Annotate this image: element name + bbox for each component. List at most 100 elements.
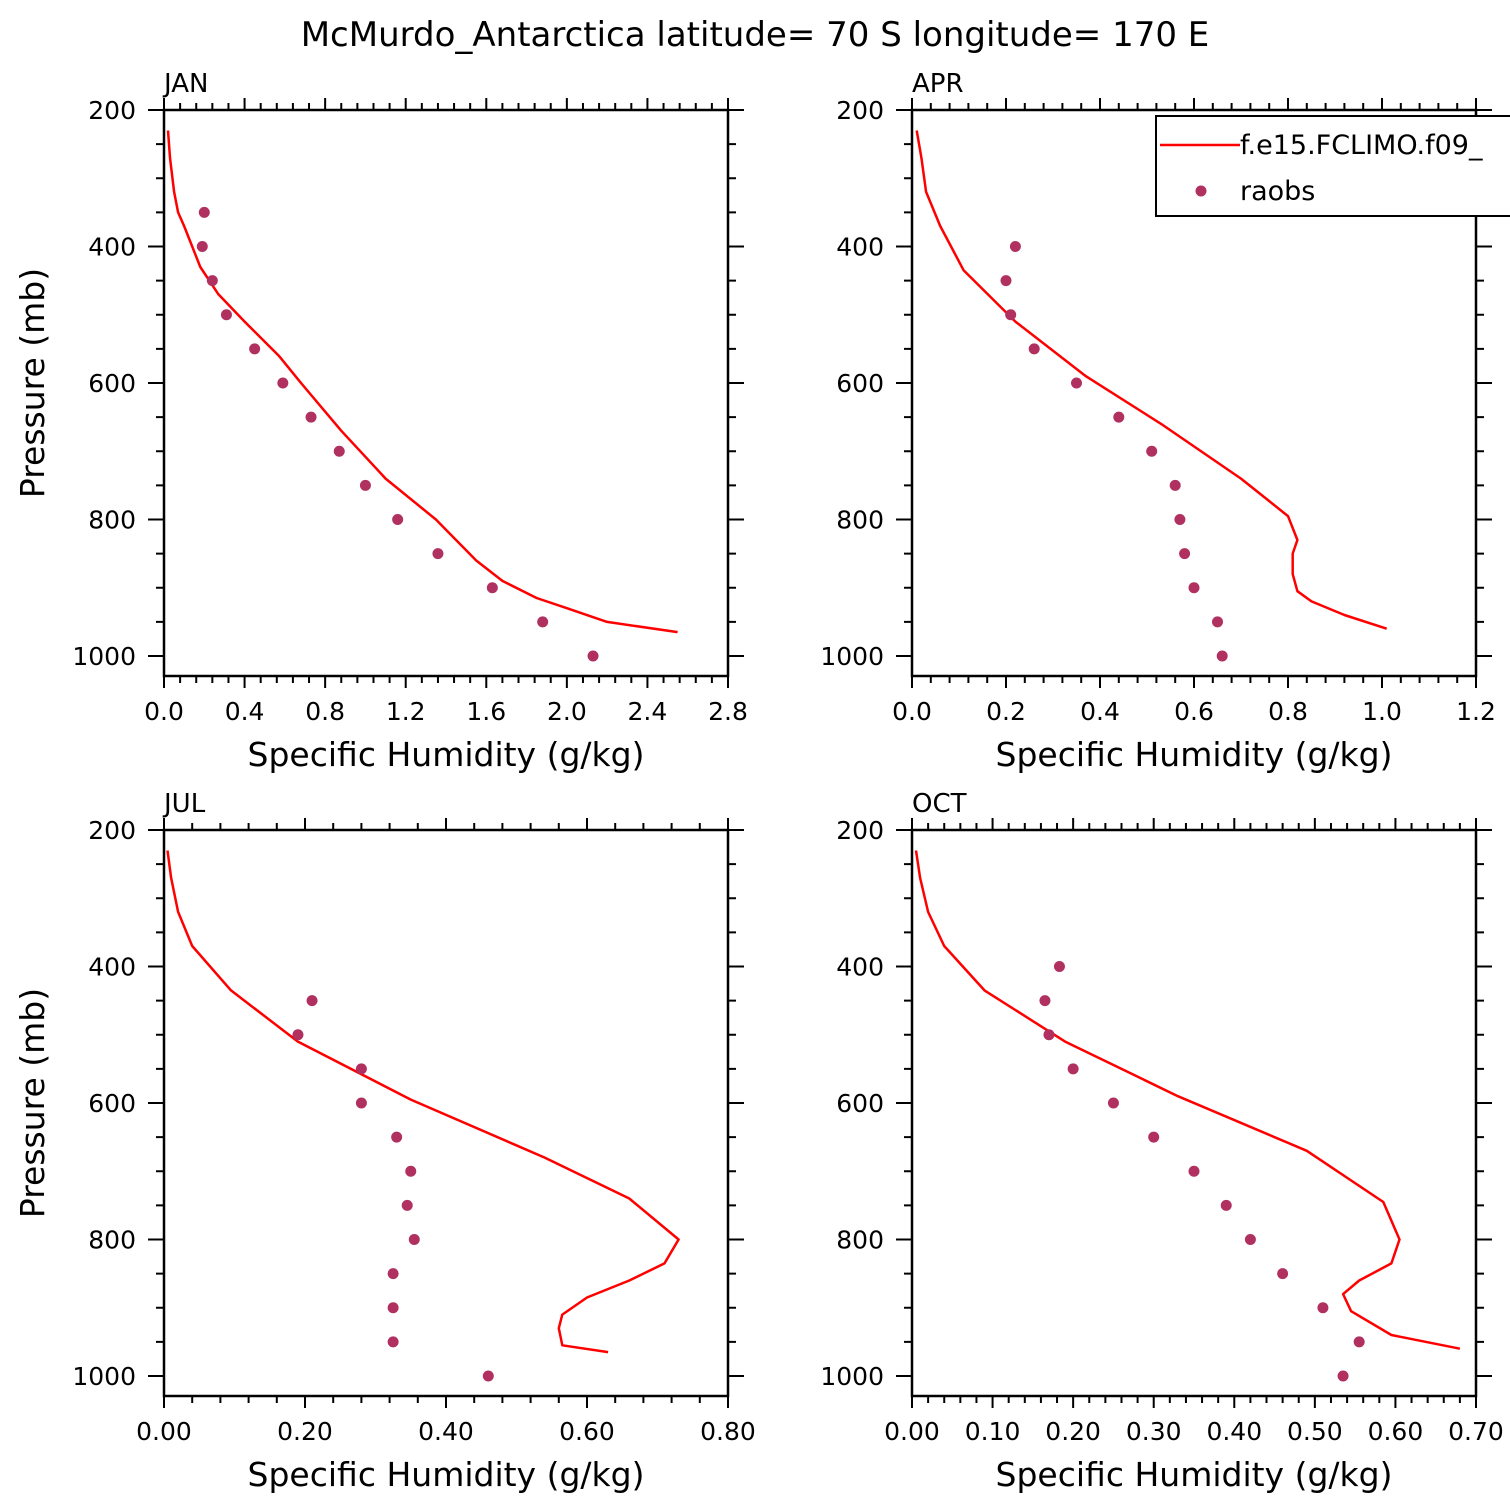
x-tick-label: 0.20	[277, 1417, 333, 1446]
raobs-point	[277, 377, 289, 389]
x-tick-label: 0.6	[1174, 697, 1214, 726]
raobs-point	[249, 343, 261, 355]
y-tick-label: 200	[836, 816, 884, 845]
raobs-point	[1169, 479, 1181, 491]
panel-jan: JAN 0.0 0.4 0.8 1.2 1.6 2.0 2.4 2.8 200 400 600 800 1…	[13, 69, 748, 774]
x-tick-label: 0.20	[1045, 1417, 1101, 1446]
raobs-point	[1179, 548, 1191, 560]
raobs-point	[198, 206, 210, 218]
panel-title: JAN	[162, 69, 208, 99]
panel-apr: APR 0.0 0.2 0.4 0.6 0.8 1.0 1.2 200 400 600 800 1000…	[820, 69, 1510, 774]
y-tick-label: 400	[88, 233, 136, 262]
x-tick-label: 0.0	[892, 697, 932, 726]
raobs-point	[1188, 582, 1200, 594]
x-tick-label: 0.40	[418, 1417, 474, 1446]
model-profile-line	[166, 850, 680, 1354]
raobs-point	[432, 548, 444, 560]
raobs-point	[1337, 1370, 1349, 1382]
y-tick-label: 800	[836, 506, 884, 535]
y-axis-label: Pressure (mb)	[13, 988, 52, 1218]
y-tick-label: 600	[88, 1089, 136, 1118]
raobs-point	[355, 1063, 367, 1075]
raobs-point	[401, 1199, 413, 1211]
raobs-point	[359, 479, 371, 491]
model-profile-line	[915, 130, 1388, 630]
plot-frame	[162, 828, 730, 1398]
data-layer	[166, 850, 680, 1382]
x-axis-label: Specific Humidity (g/kg)	[996, 735, 1393, 774]
raobs-point	[1005, 309, 1017, 321]
x-tick-label: 2.0	[547, 697, 587, 726]
x-tick-label: 0.60	[559, 1417, 615, 1446]
x-tick-label: 0.2	[986, 697, 1026, 726]
y-tick-label: 1000	[72, 642, 136, 671]
raobs-point	[482, 1370, 494, 1382]
raobs-point	[1039, 995, 1051, 1007]
y-tick-label: 1000	[820, 1362, 884, 1391]
y-tick-label: 600	[836, 1089, 884, 1118]
y-tick-label: 1000	[820, 642, 884, 671]
x-tick-label: 0.10	[965, 1417, 1021, 1446]
y-tick-label: 400	[88, 953, 136, 982]
legend: f.e15.FCLIMO.f09_raobs	[1155, 115, 1510, 217]
x-tick-label: 1.0	[1362, 697, 1402, 726]
raobs-point	[408, 1234, 420, 1245]
x-tick-label: 0.8	[1268, 697, 1308, 726]
y-tick-label: 600	[836, 369, 884, 398]
panel-title: JUL	[162, 789, 206, 819]
raobs-point	[206, 275, 218, 287]
x-tick-label: 0.70	[1448, 1417, 1504, 1446]
raobs-point	[1244, 1234, 1256, 1245]
panel-title: OCT	[912, 789, 967, 819]
y-tick-label: 800	[88, 1226, 136, 1255]
raobs-point	[405, 1165, 417, 1177]
raobs-point	[1067, 1063, 1079, 1075]
y-tick-label: 1000	[72, 1362, 136, 1391]
x-axis-label: Specific Humidity (g/kg)	[248, 1455, 645, 1494]
raobs-point	[1317, 1302, 1329, 1314]
raobs-point	[1009, 241, 1021, 252]
x-tick-label: 0.60	[1368, 1417, 1424, 1446]
raobs-point	[486, 582, 498, 594]
raobs-point	[391, 1131, 403, 1143]
raobs-point	[1220, 1199, 1232, 1211]
model-profile-line	[914, 850, 1461, 1350]
raobs-point	[587, 650, 599, 662]
plot-frame	[162, 108, 730, 678]
data-layer	[914, 850, 1461, 1382]
figure-title: McMurdo_Antarctica latitude= 70 S longit…	[301, 15, 1210, 55]
x-tick-label: 1.6	[466, 697, 506, 726]
raobs-point	[305, 411, 317, 423]
raobs-point	[1043, 1029, 1055, 1041]
x-axis-label: Specific Humidity (g/kg)	[996, 1455, 1393, 1494]
raobs-point	[1146, 445, 1158, 457]
legend-obs-marker	[1195, 185, 1207, 197]
x-tick-label: 0.80	[700, 1417, 756, 1446]
panel-oct: OCT 0.00 0.10 0.20 0.30 0.40 0.50 0.60 0.70 200 40…	[820, 789, 1503, 1494]
legend-obs-label: raobs	[1240, 176, 1315, 207]
model-profile-line	[166, 130, 678, 634]
y-tick-label: 400	[836, 233, 884, 262]
x-tick-label: 0.00	[136, 1417, 192, 1446]
panel-jul: JUL 0.00 0.20 0.40 0.60 0.80 200 400 600 800 1000 S…	[13, 789, 756, 1494]
y-tick-label: 200	[836, 96, 884, 125]
raobs-point	[1353, 1336, 1365, 1348]
raobs-point	[1188, 1165, 1200, 1177]
x-tick-label: 0.4	[225, 697, 265, 726]
panel-title: APR	[912, 69, 964, 99]
raobs-point	[292, 1029, 304, 1041]
y-tick-label: 800	[88, 506, 136, 535]
y-tick-label: 600	[88, 369, 136, 398]
panels: JAN 0.0 0.4 0.8 1.2 1.6 2.0 2.4 2.8 200 400 600 800 1…	[13, 69, 1510, 1494]
x-tick-label: 0.00	[884, 1417, 940, 1446]
raobs-point	[537, 616, 549, 628]
raobs-point	[387, 1336, 399, 1348]
x-tick-label: 2.8	[708, 697, 748, 726]
raobs-point	[1216, 650, 1228, 662]
x-tick-label: 0.0	[144, 697, 184, 726]
x-tick-label: 0.4	[1080, 697, 1120, 726]
x-tick-label: 2.4	[628, 697, 668, 726]
x-axis-label: Specific Humidity (g/kg)	[248, 735, 645, 774]
raobs-point	[387, 1302, 399, 1314]
y-tick-label: 200	[88, 96, 136, 125]
